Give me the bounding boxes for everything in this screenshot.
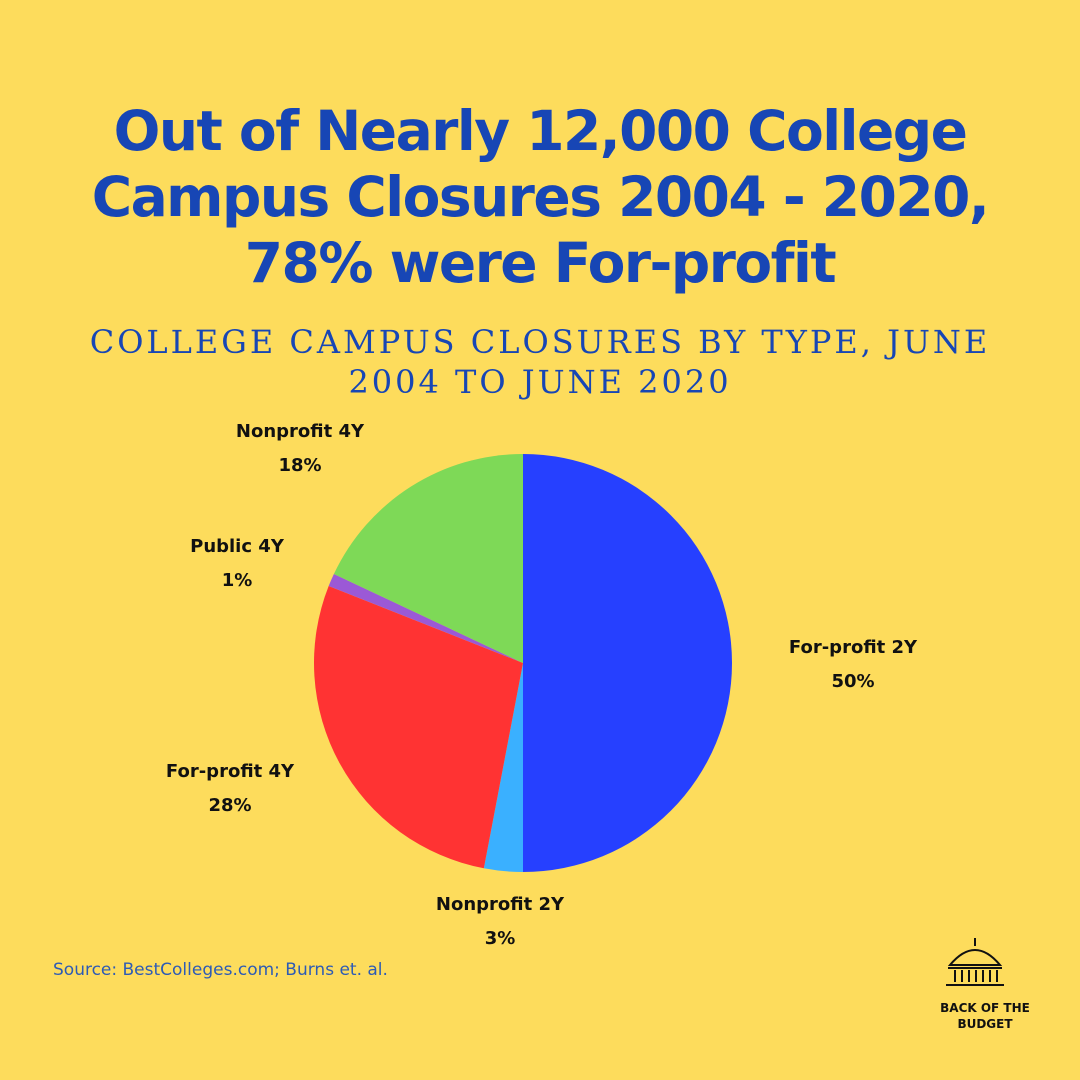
value-label: 50% <box>831 671 874 692</box>
value-label: 1% <box>222 570 253 591</box>
slice-label: For-profit 4Y <box>166 761 295 782</box>
logo-text: BACK OF THE BUDGET <box>940 1001 1030 1031</box>
slice-label: Public 4Y <box>190 536 285 557</box>
pie-slice <box>523 454 732 872</box>
source-note: Source: BestColleges.com; Burns et. al. <box>53 960 388 980</box>
pie-slice <box>313 586 523 869</box>
pie-slice <box>483 663 523 872</box>
slice-label: Nonprofit 4Y <box>236 421 365 442</box>
chart-subtitle: COLLEGE CAMPUS CLOSURES BY TYPE, JUNE 20… <box>89 323 991 401</box>
chart-title: Out of Nearly 12,000 College Campus Clos… <box>91 99 990 295</box>
logo-dome <box>946 938 1004 986</box>
value-label: 18% <box>278 455 321 476</box>
value-label: 28% <box>208 795 251 816</box>
value-label: 3% <box>485 928 516 949</box>
pie-slice <box>333 454 523 663</box>
slice-label: Nonprofit 2Y <box>436 894 565 915</box>
slice-label: For-profit 2Y <box>789 637 918 658</box>
pie-slice <box>328 574 523 663</box>
